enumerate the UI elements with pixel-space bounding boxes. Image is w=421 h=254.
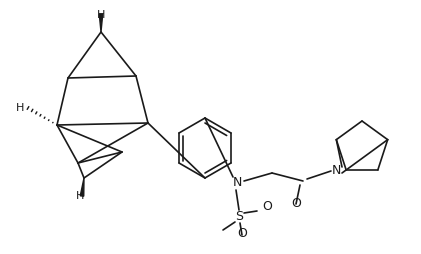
Text: S: S [235, 211, 243, 224]
Text: N: N [232, 177, 242, 189]
Text: H: H [97, 10, 105, 20]
Text: H: H [16, 103, 24, 113]
Text: N: N [331, 164, 341, 177]
Polygon shape [99, 14, 103, 32]
Polygon shape [80, 178, 84, 196]
Text: O: O [237, 227, 247, 240]
Text: O: O [262, 200, 272, 214]
Text: H: H [76, 191, 84, 201]
Text: O: O [291, 197, 301, 210]
